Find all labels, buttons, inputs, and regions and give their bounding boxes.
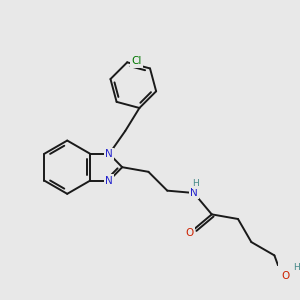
Text: O: O xyxy=(185,228,194,238)
Text: H: H xyxy=(193,179,199,188)
Text: H: H xyxy=(293,263,300,272)
Text: N: N xyxy=(105,149,113,159)
Text: O: O xyxy=(281,271,289,281)
Text: Cl: Cl xyxy=(131,56,142,67)
Text: N: N xyxy=(105,176,113,185)
Text: N: N xyxy=(190,188,198,198)
